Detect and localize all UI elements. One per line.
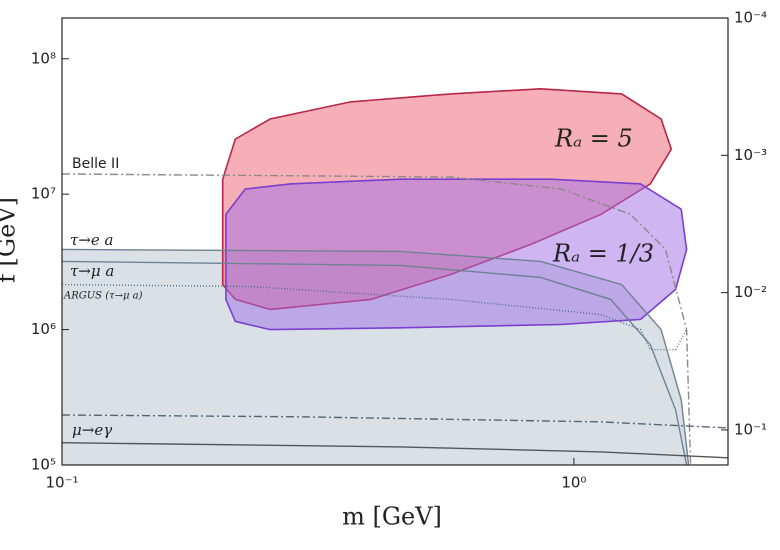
curve-label: ARGUS (τ→μ a) xyxy=(63,291,143,302)
y-tick-label: 10⁵ xyxy=(31,456,56,474)
limit-curve xyxy=(62,260,688,465)
limit-curve xyxy=(62,173,692,465)
y-axis-label: f [GeV] xyxy=(0,197,21,283)
curve-label: τ→e a xyxy=(70,231,113,249)
y2-tick-label: 10⁻² xyxy=(734,283,767,301)
limit-curve xyxy=(62,442,728,459)
region-label: Rₐ = 1/3 xyxy=(552,240,654,268)
curve-label: τ→μ a xyxy=(70,262,114,280)
plot-area xyxy=(62,87,728,465)
y-tick-label: 10⁸ xyxy=(31,49,56,67)
curve-label: Belle II xyxy=(72,156,119,172)
x-axis-label: m [GeV] xyxy=(342,503,442,531)
y2-tick-label: 10⁻¹ xyxy=(734,420,767,438)
region-label: Rₐ = 5 xyxy=(554,125,633,153)
x-tick-label: 10⁰ xyxy=(561,474,586,492)
limit-curve xyxy=(62,283,688,351)
y2-tick-label: 10⁻⁴ xyxy=(734,9,767,27)
x-tick-label: 10⁻¹ xyxy=(45,474,78,492)
y-tick-label: 10⁶ xyxy=(31,320,56,338)
limit-curve xyxy=(62,248,690,465)
y2-tick-label: 10⁻³ xyxy=(734,146,767,164)
limit-curve xyxy=(62,414,728,429)
plot-frame xyxy=(61,17,729,466)
y-tick-label: 10⁷ xyxy=(31,185,56,203)
curve-label: μ→eγ xyxy=(72,421,112,439)
